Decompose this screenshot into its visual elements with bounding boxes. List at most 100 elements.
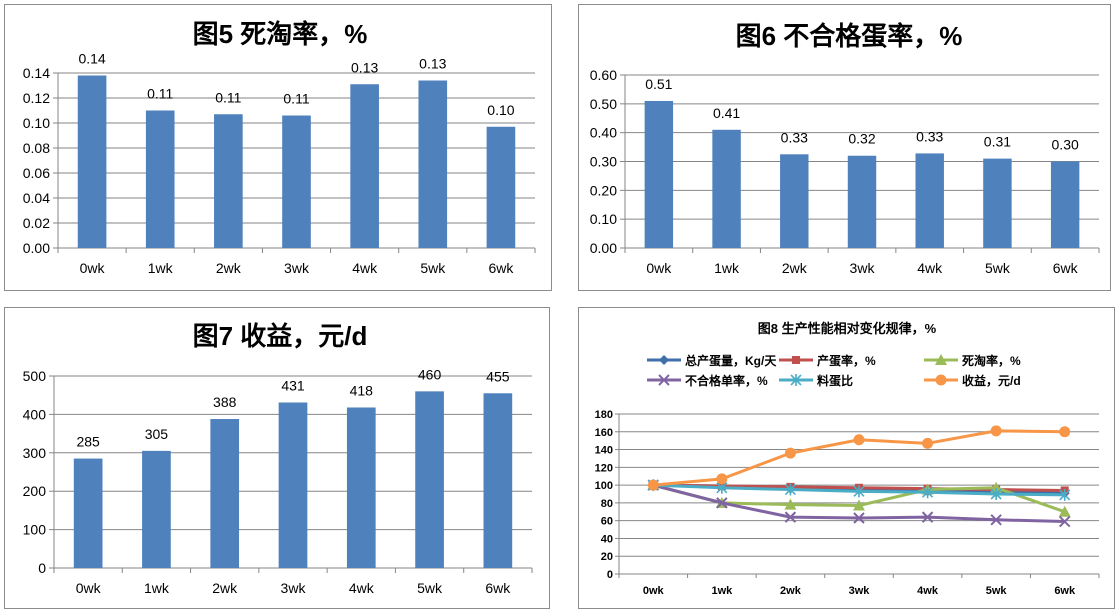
bar-1wk (145, 110, 175, 248)
y-tick-label: 120 (595, 462, 613, 474)
data-label: 0.51 (645, 76, 672, 92)
y-tick-label: 300 (23, 445, 47, 461)
x-tick-label: 4wk (349, 580, 375, 596)
chart-panel-relative-performance: 图8 生产性能相对变化规律，% 总产蛋量，Kg/天 产蛋率，% 死淘率，% 不合格单率，… (578, 307, 1115, 609)
series-marker (853, 512, 865, 524)
series-marker (716, 497, 728, 509)
x-tick-label: 2wk (780, 585, 802, 597)
chart-panel-unqualified-egg-rate: 图6 不合格蛋率，% 0.00 0.10 0.20 0.30 0.40 0.50 0.60 0.… (578, 4, 1111, 291)
y-tick-label: 40 (601, 533, 613, 545)
legend-label: 不合格单率，% (685, 373, 768, 388)
chart-title: 图5 死淘率，% (193, 19, 368, 49)
x-tick-label: 1wk (714, 260, 740, 276)
data-label: 0.33 (916, 128, 943, 144)
series-marker (658, 374, 670, 386)
series-marker (853, 499, 865, 511)
legend-label: 料蛋比 (817, 373, 853, 388)
y-tick-label: 0 (38, 560, 46, 576)
x-tick-label: 0wk (80, 260, 106, 276)
y-tick-label: 0.12 (23, 90, 50, 106)
data-label: 305 (145, 426, 169, 442)
y-tick-label: 0.14 (23, 65, 50, 81)
data-label: 0.11 (147, 86, 173, 102)
y-tick-label: 0.30 (590, 154, 617, 170)
data-label: 460 (418, 366, 442, 382)
x-tick-label: 3wk (281, 580, 307, 596)
data-label: 455 (486, 368, 510, 384)
data-label: 0.32 (848, 131, 875, 147)
bar-6wk (1050, 161, 1080, 248)
x-tick-label: 3wk (849, 585, 871, 597)
bar-5wk (415, 391, 444, 568)
data-label: 0.10 (487, 102, 514, 118)
bar-3wk (278, 402, 308, 568)
legend-label: 收益，元/d (962, 373, 1021, 388)
bar-2wk (210, 419, 240, 568)
x-tick-label: 0wk (643, 585, 665, 597)
y-tick-label: 0.10 (590, 211, 617, 227)
series-marker (922, 486, 934, 499)
data-label: 0.11 (283, 91, 309, 107)
y-tick-label: 0.04 (23, 190, 50, 206)
bar-1wk (712, 129, 741, 248)
bar-3wk (847, 155, 877, 248)
x-tick-label: 6wk (488, 260, 514, 276)
series-marker (1059, 488, 1071, 501)
y-tick-label: 100 (23, 522, 47, 538)
data-label: 0.13 (351, 59, 378, 75)
series-marker (935, 354, 947, 365)
y-tick-label: 200 (23, 483, 47, 499)
series-marker (935, 374, 947, 386)
x-tick-label: 6wk (485, 580, 511, 596)
y-tick-label: 0.06 (23, 165, 50, 181)
series-marker (792, 356, 800, 364)
data-label: 0.33 (781, 129, 808, 145)
x-tick-label: 1wk (144, 580, 170, 596)
y-tick-label: 0.50 (590, 96, 617, 112)
series-marker (784, 483, 796, 496)
bar-0wk (77, 75, 107, 248)
series-marker (990, 425, 1002, 437)
bar-5wk (418, 80, 448, 248)
series-marker (784, 511, 797, 523)
chart-panel-death-rate: 图5 死淘率，% 0.00 0.02 0.04 0.06 0.08 0.10 0.12 0.14… (4, 4, 552, 291)
legend-label: 死淘率，% (962, 353, 1021, 368)
bar-6wk (486, 126, 516, 248)
y-tick-label: 80 (601, 498, 613, 510)
bar-2wk (780, 154, 809, 248)
chart-panel-income: 图7 收益，元/d 0 100 200 300 400 500 285 0wk 305 1wk 388… (4, 307, 550, 609)
series-marker (716, 473, 728, 485)
series-marker (990, 514, 1002, 526)
y-tick-label: 0.20 (590, 182, 617, 198)
y-tick-label: 140 (595, 445, 613, 457)
series-marker (922, 437, 934, 449)
series-marker (784, 447, 796, 459)
data-label: 0.13 (419, 56, 446, 72)
y-tick-label: 0.40 (590, 125, 617, 141)
x-tick-label: 6wk (1054, 585, 1076, 597)
y-tick-label: 0.00 (590, 240, 617, 256)
y-tick-label: 0.00 (23, 240, 50, 256)
x-tick-label: 2wk (216, 260, 242, 276)
series-marker (990, 488, 1002, 500)
y-tick-label: 400 (23, 406, 47, 422)
y-tick-label: 0.02 (23, 215, 50, 231)
y-tick-label: 0 (607, 569, 613, 581)
bar-0wk (644, 100, 674, 248)
bar-chart-income: 图7 收益，元/d 0 100 200 300 400 500 285 0wk 305 1wk 388… (23, 321, 533, 596)
data-label: 0.41 (713, 105, 740, 121)
legend-label: 产蛋率，% (817, 353, 876, 368)
line-chart-relative-performance: 图8 生产性能相对变化规律，% 总产蛋量，Kg/天 产蛋率，% 死淘率，% 不合格单率，… (595, 321, 1100, 597)
y-tick-label: 20 (601, 551, 613, 563)
y-tick-label: 160 (595, 427, 613, 439)
legend-label: 总产蛋量，Kg/天 (685, 353, 777, 368)
data-label: 431 (281, 377, 305, 393)
y-tick-label: 500 (23, 368, 47, 384)
x-tick-label: 3wk (850, 260, 876, 276)
bar-3wk (282, 115, 311, 248)
series-marker (921, 511, 934, 523)
x-tick-label: 5wk (417, 580, 443, 596)
x-tick-label: 4wk (917, 260, 943, 276)
x-tick-label: 1wk (148, 260, 174, 276)
chart-title: 图7 收益，元/d (193, 321, 368, 351)
